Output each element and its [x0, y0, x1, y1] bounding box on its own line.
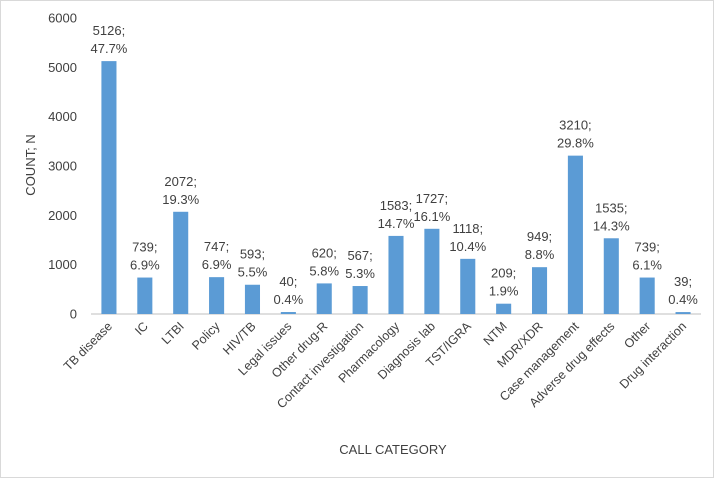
- category-label: NTM: [481, 319, 510, 348]
- y-axis-title: COUNT; N: [23, 134, 38, 195]
- bar: [316, 283, 332, 314]
- category-label: LTBI: [159, 319, 187, 347]
- data-label: 3210; 29.8%: [557, 118, 594, 151]
- category-label: Policy: [189, 319, 223, 353]
- bar: [567, 155, 583, 314]
- data-label: 1727; 16.1%: [413, 191, 450, 224]
- bar: [675, 312, 691, 314]
- bar: [352, 286, 368, 314]
- data-label: 1535; 14.3%: [593, 200, 630, 233]
- bar: [209, 277, 225, 314]
- y-tick-label: 1000: [48, 257, 77, 272]
- y-tick-label: 4000: [48, 109, 77, 124]
- y-tick-label: 6000: [48, 11, 77, 26]
- category-label: Drug interaction: [617, 319, 689, 391]
- data-label: 620; 5.8%: [309, 245, 339, 278]
- data-label: 2072; 19.3%: [162, 174, 199, 207]
- bar: [173, 211, 189, 314]
- y-tick-label: 5000: [48, 60, 77, 75]
- data-label: 567; 5.3%: [345, 248, 375, 281]
- bar: [460, 258, 476, 314]
- bar: [280, 312, 296, 314]
- data-label: 747; 6.9%: [202, 239, 232, 272]
- data-label: 209; 1.9%: [489, 266, 519, 299]
- bar: [101, 61, 117, 314]
- x-axis-title: CALL CATEGORY: [339, 442, 447, 457]
- bar: [531, 267, 548, 314]
- bar: [244, 284, 261, 314]
- y-tick-label: 3000: [48, 159, 77, 174]
- data-label: 949; 8.8%: [525, 229, 555, 262]
- bar: [639, 277, 655, 314]
- data-label: 593; 5.5%: [238, 247, 268, 280]
- data-label: 739; 6.9%: [130, 240, 160, 273]
- bars: [101, 61, 691, 314]
- bar: [137, 277, 153, 314]
- bar: [424, 228, 440, 314]
- data-labels: 5126; 47.7% 739; 6.9% 2072; 19.3% 747; 6.9%593;…: [91, 23, 699, 307]
- data-label: 1583; 14.7%: [378, 198, 415, 231]
- y-axis-ticks: 0 1000 2000 3000 4000 5000 6000: [48, 11, 77, 322]
- data-label: 39; 0.4%: [668, 274, 698, 307]
- data-label: 5126; 47.7%: [91, 23, 128, 56]
- category-label: Other: [621, 319, 653, 351]
- data-label: 1118; 10.4%: [449, 221, 486, 254]
- data-label: 739; 6.1%: [632, 240, 662, 273]
- category-label: IC: [132, 319, 151, 338]
- bar: [603, 238, 619, 314]
- bar: [496, 303, 512, 314]
- data-label: 40; 0.4%: [274, 274, 304, 307]
- bar: [388, 235, 404, 314]
- category-label: TB disease: [61, 319, 115, 373]
- y-tick-label: 2000: [48, 208, 77, 223]
- y-tick-label: 0: [70, 307, 77, 322]
